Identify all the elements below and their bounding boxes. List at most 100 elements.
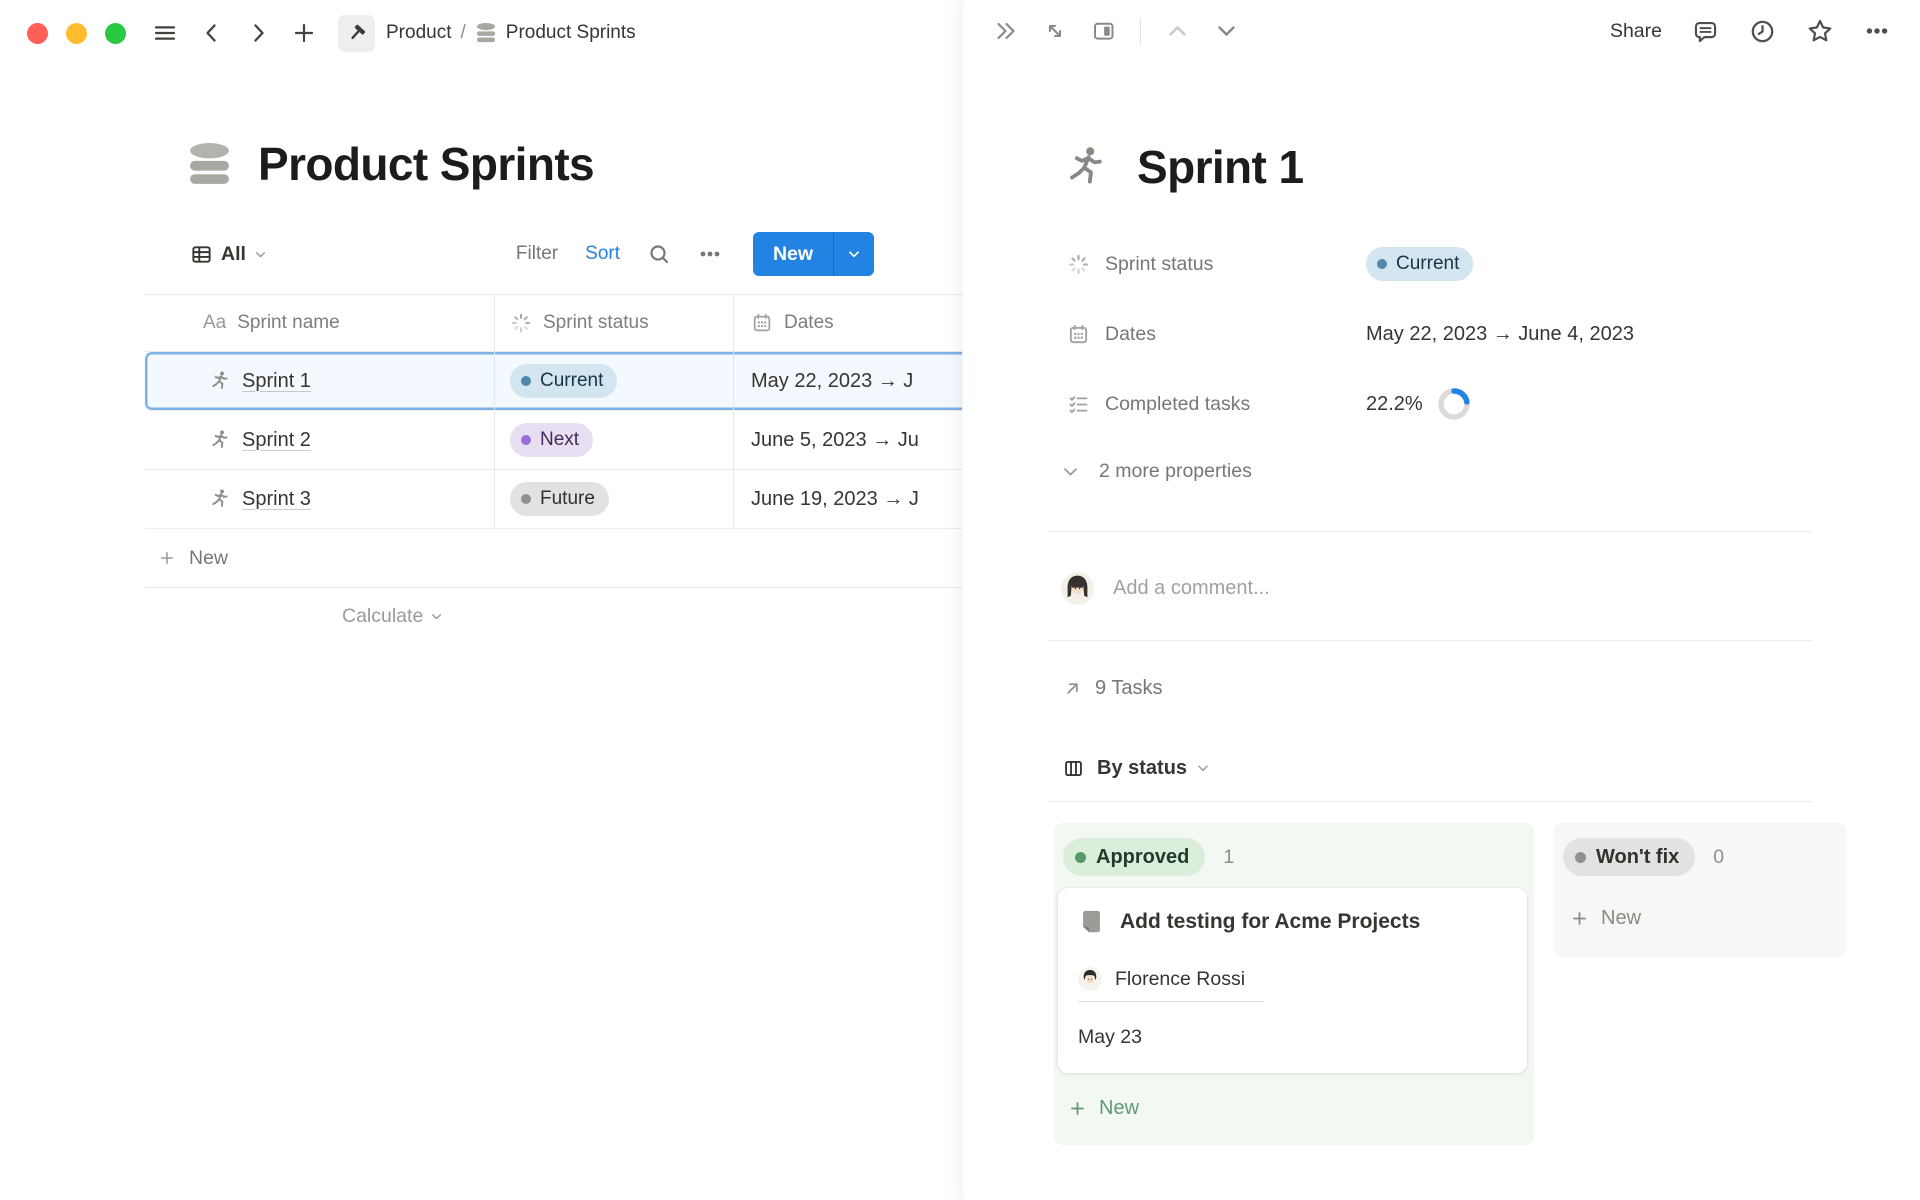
view-bar-actions: Filter Sort New xyxy=(516,232,874,276)
window-close-button[interactable] xyxy=(27,22,48,44)
window-titlebar: Product / Product Sprints xyxy=(0,0,962,66)
chevron-down-icon xyxy=(432,613,442,619)
view-tab-label: All xyxy=(221,242,246,265)
column-header-sprint-status[interactable]: Sprint status xyxy=(494,295,733,351)
property-row-completed-tasks: Completed tasks 22.2% xyxy=(1067,369,1634,439)
status-property-icon xyxy=(1067,253,1090,276)
open-full-page-icon[interactable] xyxy=(1043,19,1067,43)
status-badge[interactable]: Current xyxy=(510,364,618,398)
property-value-dates[interactable]: May 22, 2023 → June 4, 2023 xyxy=(1366,323,1634,346)
product-page-hammer-icon[interactable] xyxy=(338,14,375,52)
breadcrumb: Product / Product Sprints xyxy=(386,22,636,44)
more-options-icon[interactable] xyxy=(698,242,722,266)
status-badge-wont-fix[interactable]: Won't fix xyxy=(1563,838,1696,876)
status-label: Current xyxy=(1396,253,1460,274)
column-header-dates[interactable]: Dates xyxy=(733,295,980,351)
dates-value: May 22, 2023 → June 4, 2023 xyxy=(1366,322,1634,345)
board-new-card-button[interactable]: New xyxy=(1068,1097,1139,1120)
status-badge-approved[interactable]: Approved xyxy=(1063,838,1206,876)
property-value-status[interactable]: Current xyxy=(1366,247,1474,281)
table-row-sprint-1[interactable]: Sprint 1 Current May 22, 2023 → J xyxy=(145,352,980,411)
status-cell[interactable]: Next xyxy=(494,411,733,469)
window-minimize-button[interactable] xyxy=(66,22,87,44)
text-property-icon: Aa xyxy=(203,312,227,333)
new-page-icon[interactable] xyxy=(292,21,316,45)
more-options-icon[interactable] xyxy=(1864,18,1890,44)
calculate-button[interactable]: Calculate xyxy=(342,588,980,644)
previous-record-icon[interactable] xyxy=(1165,19,1190,43)
nav-back-icon[interactable] xyxy=(200,21,224,45)
progress-ring-arc xyxy=(1437,388,1470,420)
column-label: Sprint status xyxy=(543,312,649,333)
more-properties-toggle[interactable]: 2 more properties xyxy=(1061,452,1252,490)
share-button[interactable]: Share xyxy=(1609,19,1662,42)
column-header-sprint-name[interactable]: Aa Sprint name xyxy=(145,295,494,351)
property-row-dates: Dates May 22, 2023 → June 4, 2023 xyxy=(1067,299,1634,369)
status-cell[interactable]: Future xyxy=(494,470,733,528)
property-label-completed-tasks[interactable]: Completed tasks xyxy=(1067,393,1366,416)
search-icon[interactable] xyxy=(647,242,671,266)
side-peek-panel: Share Sprint 1 xyxy=(962,0,1920,1200)
status-cell[interactable]: Current xyxy=(494,352,733,410)
comment-input-row[interactable]: Add a comment... xyxy=(1061,566,1270,610)
board-column-header[interactable]: Won't fix 0 xyxy=(1554,823,1846,876)
next-record-icon[interactable] xyxy=(1214,19,1239,43)
divider xyxy=(1048,531,1812,532)
sprint-name-link[interactable]: Sprint 3 xyxy=(242,487,311,510)
column-label: Dates xyxy=(784,312,834,333)
new-record-label[interactable]: New xyxy=(772,242,814,265)
table-row-sprint-3[interactable]: Sprint 3 Future June 19, 2023 → J xyxy=(145,470,980,529)
page-icon xyxy=(1078,908,1105,935)
table-new-row[interactable]: New xyxy=(145,529,980,588)
runner-icon xyxy=(209,429,231,451)
new-record-button[interactable]: New xyxy=(753,232,874,276)
property-name: Dates xyxy=(1105,322,1156,345)
tasks-backlink[interactable]: 9 Tasks xyxy=(1063,668,1162,708)
status-badge[interactable]: Future xyxy=(510,482,609,516)
chevron-down-icon xyxy=(1196,761,1210,775)
dates-cell[interactable]: May 22, 2023 → J xyxy=(733,352,980,410)
board-new-card-button[interactable]: New xyxy=(1570,907,1641,930)
breadcrumb-current[interactable]: Product Sprints xyxy=(505,22,636,43)
comment-placeholder[interactable]: Add a comment... xyxy=(1113,576,1270,599)
favorite-star-icon[interactable] xyxy=(1806,17,1834,45)
status-badge[interactable]: Next xyxy=(510,423,594,457)
new-card-label: New xyxy=(1601,907,1642,929)
view-tab-all[interactable]: All xyxy=(190,243,267,266)
property-label-status[interactable]: Sprint status xyxy=(1067,253,1366,276)
breadcrumb-root[interactable]: Product xyxy=(386,22,452,43)
runner-icon-large[interactable] xyxy=(1063,144,1109,190)
sprint-name-link[interactable]: Sprint 1 xyxy=(242,369,311,392)
new-record-dropdown[interactable] xyxy=(834,232,874,276)
status-label: Won't fix xyxy=(1596,845,1680,868)
side-peek-icon[interactable] xyxy=(1091,19,1116,43)
filter-button[interactable]: Filter xyxy=(515,243,559,264)
updates-clock-icon[interactable] xyxy=(1749,18,1776,45)
property-label-dates[interactable]: Dates xyxy=(1067,323,1366,346)
user-avatar xyxy=(1061,571,1094,605)
sprint-name-link[interactable]: Sprint 2 xyxy=(242,428,311,451)
dates-cell[interactable]: June 5, 2023 → Ju xyxy=(733,411,980,469)
panel-toolbar: Share xyxy=(963,0,1920,62)
linked-view-switcher[interactable]: By status xyxy=(1063,746,1210,790)
sidebar-menu-icon[interactable] xyxy=(152,21,178,45)
table-row-sprint-2[interactable]: Sprint 2 Next June 5, 2023 → Ju xyxy=(145,411,980,470)
window-zoom-button[interactable] xyxy=(105,22,126,44)
status-badge[interactable]: Current xyxy=(1366,247,1474,281)
calculate-label: Calculate xyxy=(342,604,424,627)
board-column-header[interactable]: Approved 1 xyxy=(1054,823,1534,876)
page-title: Product Sprints xyxy=(258,138,595,190)
comments-icon[interactable] xyxy=(1692,18,1719,45)
page-header: Product Sprints xyxy=(186,132,595,196)
column-label: Sprint name xyxy=(237,312,340,333)
column-count: 0 xyxy=(1713,845,1725,868)
collapse-panel-icon[interactable] xyxy=(993,19,1019,43)
dates-cell[interactable]: June 19, 2023 → J xyxy=(733,470,980,528)
property-value-completed-tasks[interactable]: 22.2% xyxy=(1366,387,1471,421)
sort-button[interactable]: Sort xyxy=(585,243,620,264)
database-icon-large[interactable] xyxy=(186,141,233,188)
nav-forward-icon[interactable] xyxy=(246,21,270,45)
status-label: Next xyxy=(540,429,580,450)
board-column-approved: Approved 1 Add testing for Acme Projects… xyxy=(1054,823,1534,1145)
board-card[interactable]: Add testing for Acme Projects Florence R… xyxy=(1058,888,1527,1073)
